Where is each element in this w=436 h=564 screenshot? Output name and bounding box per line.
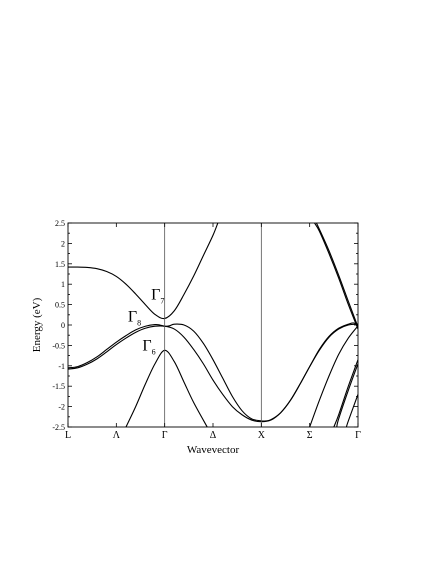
x-tick-label: Σ [307, 430, 313, 441]
y-axis-ticks: -2.5 -2 -1.5 -1 -0.5 0 0.5 1 1.5 2 2.5 [52, 219, 358, 432]
plot-frame [67, 222, 359, 428]
band-line-6 [309, 325, 358, 427]
x-axis-label: Wavevector [187, 444, 240, 456]
x-tick-label: Λ [113, 430, 121, 441]
y-axis-label: Energy (eV) [31, 297, 43, 352]
y-tick-label: 0.5 [55, 301, 65, 310]
band-label-0: Γ7 [151, 287, 164, 306]
band-line-8 [336, 363, 358, 427]
y-tick-label: -2 [58, 403, 65, 412]
band-line-4 [314, 223, 358, 330]
y-tick-label: 2.5 [55, 219, 65, 228]
band-label-2: Γ6 [142, 337, 155, 356]
y-tick-label: -0.5 [52, 341, 65, 350]
y-tick-label: -1.5 [52, 382, 65, 391]
band-line-9 [345, 394, 358, 427]
band-line-2 [68, 323, 358, 423]
band-lines [68, 223, 358, 427]
x-tick-label: X [258, 430, 266, 441]
y-tick-label: 0 [61, 321, 65, 330]
band-label-1: Γ8 [128, 309, 141, 328]
y-tick-label: 1.5 [55, 260, 65, 269]
x-tick-label: Γ [162, 430, 168, 441]
y-tick-label: -2.5 [52, 423, 65, 432]
band-line-7 [333, 359, 358, 427]
band-line-5 [315, 223, 358, 328]
high-symmetry-lines [164, 223, 262, 427]
y-tick-label: -1 [58, 362, 65, 371]
x-tick-label: Δ [210, 430, 217, 441]
y-tick-label: 2 [61, 239, 65, 248]
y-tick-label: 1 [61, 280, 65, 289]
band-line-3 [125, 349, 208, 427]
band-line-0 [68, 223, 219, 320]
x-tick-label: L [65, 430, 71, 441]
x-tick-label: Γ [355, 430, 361, 441]
band-line-1 [68, 322, 358, 422]
